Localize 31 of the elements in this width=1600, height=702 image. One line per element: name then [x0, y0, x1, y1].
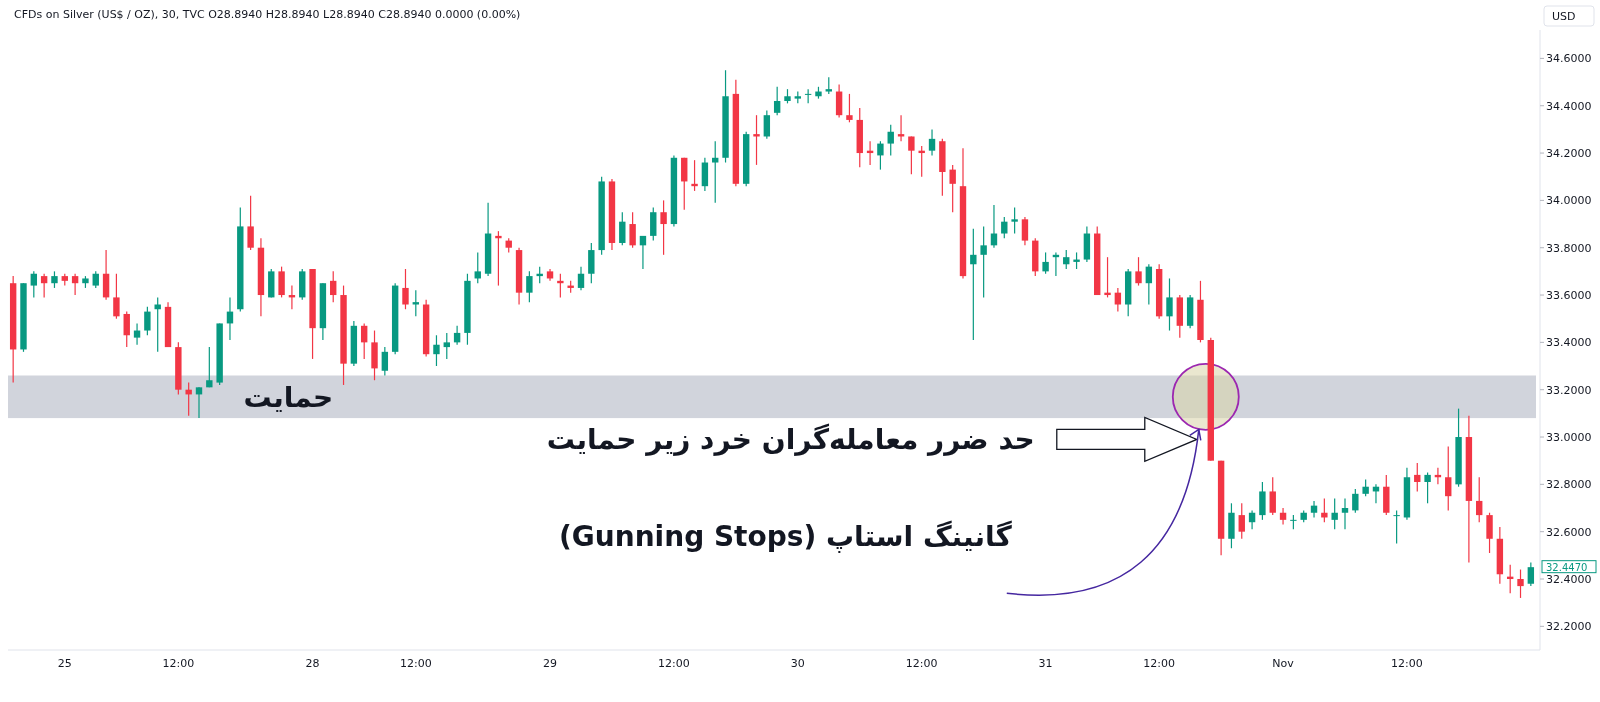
y-tick-label: 32.2000	[1546, 620, 1592, 634]
x-tick-label: 12:00	[658, 657, 690, 670]
x-tick-label: 30	[790, 657, 805, 670]
y-tick-label: 32.6000	[1546, 525, 1592, 539]
x-tick-label: 12:00	[1143, 657, 1176, 670]
x-tick-label: 12:00	[905, 657, 938, 670]
x-tick-label: 25	[57, 657, 72, 670]
y-tick-label: 33.4000	[1546, 336, 1592, 350]
x-tick-label: 12:00	[1391, 657, 1423, 670]
y-axis-title: USD	[1552, 10, 1576, 23]
x-tick-label: 28	[305, 657, 320, 670]
annotation: حد ضرر معامله‌گران خرد زیر حمایت	[546, 423, 1035, 457]
x-tick-label: 29	[543, 657, 558, 670]
y-tick-label: 33.6000	[1546, 289, 1592, 303]
x-tick-label: 12:00	[162, 657, 195, 670]
y-tick-label: 34.0000	[1546, 194, 1592, 208]
x-tick-label: Nov	[1272, 657, 1295, 670]
y-tick-label: 34.4000	[1546, 99, 1592, 113]
y-tick-label: 33.2000	[1546, 383, 1592, 397]
y-tick-label: 34.2000	[1546, 147, 1592, 161]
x-tick-label: 12:00	[399, 657, 432, 670]
y-tick-label: 32.8000	[1546, 478, 1592, 492]
y-tick-label: 33.0000	[1546, 431, 1592, 445]
annotation: گانینگ استاپ (Gunning Stops)	[559, 520, 1013, 554]
x-tick-label: 31	[1038, 657, 1053, 670]
y-tick-label: 33.8000	[1546, 241, 1592, 255]
band-label: حمایت	[243, 380, 334, 414]
text: 32.4470	[1546, 561, 1588, 573]
chart-title: CFDs on Silver (US$ / OZ), 30, TVC O28.8940 H28.8940 L28.8940 C28.8940 0.0000 (0.00%)	[14, 8, 521, 21]
y-tick-label: 32.4000	[1546, 573, 1592, 587]
y-tick-label: 34.6000	[1546, 52, 1592, 66]
